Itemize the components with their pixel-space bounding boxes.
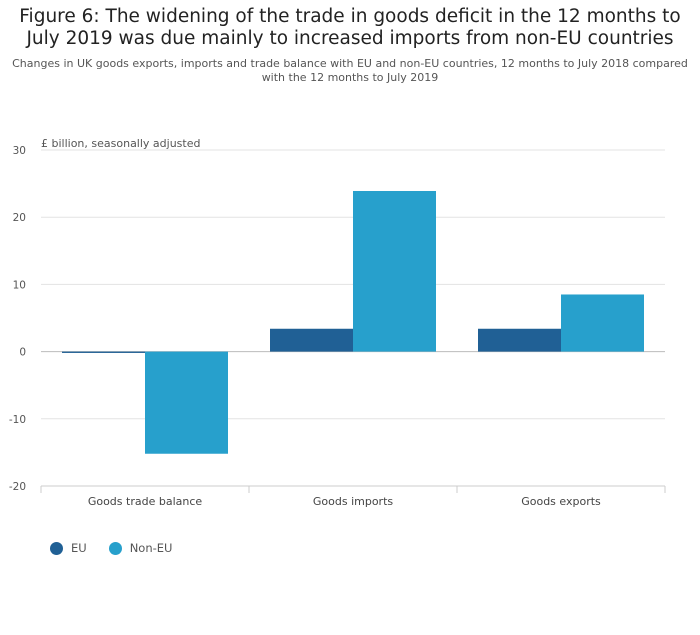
bar-eu (478, 328, 561, 352)
legend-label-eu: EU (71, 541, 87, 555)
legend-label-non-eu: Non-EU (129, 541, 173, 555)
bars (62, 190, 644, 454)
y-axis-label: £ billion, seasonally adjusted (41, 137, 200, 150)
y-tick-label: 10 (13, 279, 26, 291)
legend: EU Non-EU (50, 541, 194, 555)
x-axis: Goods trade balance Goods imports Goods ex… (40, 485, 666, 508)
y-tick-label: 20 (13, 212, 26, 224)
x-tick-label: Goods exports (521, 495, 601, 508)
bar-non-eu (145, 351, 228, 454)
x-tick-label: Goods imports (313, 495, 394, 508)
bar-non-eu (353, 190, 436, 352)
bar-eu (270, 328, 353, 352)
y-tick-label: -10 (9, 414, 26, 426)
chart-subtitle: Changes in UK goods exports, imports and… (12, 57, 688, 84)
bar-non-eu (561, 294, 644, 352)
bar-eu (62, 351, 145, 353)
chart-title: Figure 6: The widening of the trade in g… (19, 6, 681, 49)
y-axis-ticks: 30 20 10 0 -10 -20 (9, 145, 26, 493)
legend-swatch-eu (50, 541, 63, 555)
legend-item-non-eu: Non-EU (108, 541, 173, 555)
y-tick-label: 0 (19, 347, 26, 359)
y-tick-label: -20 (9, 481, 26, 493)
legend-swatch-non-eu (108, 541, 122, 555)
legend-item-eu: EU (50, 541, 87, 555)
y-tick-label: 30 (13, 145, 26, 157)
x-tick-label: Goods trade balance (88, 495, 203, 508)
